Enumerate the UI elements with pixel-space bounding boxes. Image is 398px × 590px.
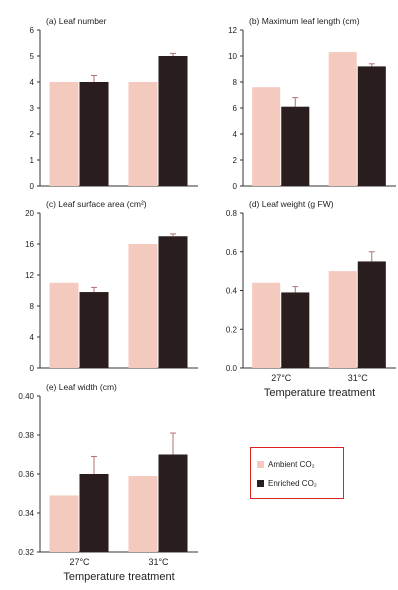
y-tick-label: 4 — [30, 333, 35, 342]
x-axis-label: Temperature treatment — [63, 571, 174, 583]
chart-panel-2: 0 4 8 12 16 20 (c) Leaf surface area (cm²) — [25, 199, 198, 373]
chart-title: (c) Leaf surface area (cm²) — [46, 199, 147, 209]
legend-item-enriched: Enriched CO₂ — [257, 476, 317, 490]
bar-ambient — [128, 82, 158, 186]
x-tick-label: 31°C — [148, 557, 169, 567]
chart-panel-0: 0 1 2 3 4 5 6 (a) Leaf number — [30, 16, 198, 191]
x-tick-label: 27°C — [69, 557, 90, 567]
y-tick-label: 0.6 — [226, 248, 238, 257]
y-tick-label: 3 — [30, 104, 35, 113]
bar-enriched — [79, 292, 109, 368]
y-tick-label: 0 — [30, 182, 35, 191]
x-axis-label: Temperature treatment — [264, 387, 375, 399]
chart-title: (e) Leaf width (cm) — [46, 382, 117, 392]
legend-label-ambient: Ambient CO₂ — [268, 459, 315, 469]
chart-title: (b) Maximum leaf length (cm) — [249, 16, 360, 26]
y-tick-label: 0.34 — [18, 509, 34, 518]
y-tick-label: 2 — [233, 156, 238, 165]
y-tick-label: 5 — [30, 52, 35, 61]
chart-panel-1: 0 2 4 6 8 10 12 (b) Maximum leaf length (cm) — [228, 16, 396, 191]
bar-enriched — [158, 56, 188, 186]
chart-title: (d) Leaf weight (g FW) — [249, 199, 334, 209]
y-tick-label: 0.32 — [18, 548, 34, 557]
y-tick-label: 1 — [30, 156, 35, 165]
bar-enriched — [158, 236, 188, 368]
legend: Ambient CO₂ Enriched CO₂ — [250, 447, 344, 499]
bar-enriched — [281, 292, 310, 368]
bar-enriched — [79, 82, 109, 186]
bar-ambient — [328, 271, 357, 368]
y-tick-label: 0.8 — [226, 209, 238, 218]
bar-ambient — [128, 244, 158, 368]
y-tick-label: 10 — [228, 52, 237, 61]
y-tick-label: 6 — [30, 26, 35, 35]
y-tick-label: 16 — [25, 240, 34, 249]
y-tick-label: 8 — [233, 78, 238, 87]
y-tick-label: 12 — [228, 26, 237, 35]
x-tick-label: 31°C — [348, 373, 369, 383]
bar-ambient — [49, 495, 79, 552]
bar-enriched — [357, 66, 386, 186]
y-tick-label: 0 — [233, 182, 238, 191]
bar-ambient — [49, 282, 79, 368]
bar-ambient — [252, 282, 281, 368]
y-tick-label: 0.38 — [18, 431, 34, 440]
y-tick-label: 20 — [25, 209, 34, 218]
bar-ambient — [49, 82, 79, 186]
ambient-swatch — [257, 460, 264, 468]
bar-enriched — [357, 261, 386, 368]
y-tick-label: 0 — [30, 364, 35, 373]
bar-enriched — [158, 454, 188, 552]
y-tick-label: 12 — [25, 271, 34, 280]
y-tick-label: 4 — [233, 130, 238, 139]
y-tick-label: 8 — [30, 302, 35, 311]
bar-enriched — [281, 106, 310, 186]
legend-label-enriched: Enriched CO₂ — [268, 478, 317, 488]
y-tick-label: 4 — [30, 78, 35, 87]
chart-title: (a) Leaf number — [46, 16, 107, 26]
y-tick-label: 0.2 — [226, 325, 238, 334]
y-tick-label: 0.4 — [226, 287, 238, 296]
bar-enriched — [79, 474, 109, 552]
x-tick-label: 27°C — [271, 373, 292, 383]
legend-item-ambient: Ambient CO₂ — [257, 457, 315, 471]
bar-ambient — [252, 87, 281, 186]
y-tick-label: 2 — [30, 130, 35, 139]
chart-panel-3: 0.0 0.2 0.4 0.6 0.8 (d) Leaf weight (g FW) 27°… — [226, 199, 396, 399]
enriched-swatch — [257, 479, 264, 487]
y-tick-label: 0.36 — [18, 470, 34, 479]
bar-ambient — [328, 52, 357, 186]
y-tick-label: 0.0 — [226, 364, 238, 373]
y-tick-label: 0.40 — [18, 392, 34, 401]
chart-panel-4: 0.32 0.34 0.36 0.38 0.40 (e) Leaf width (cm) 2… — [18, 382, 198, 583]
bar-ambient — [128, 475, 158, 552]
y-tick-label: 6 — [233, 104, 238, 113]
